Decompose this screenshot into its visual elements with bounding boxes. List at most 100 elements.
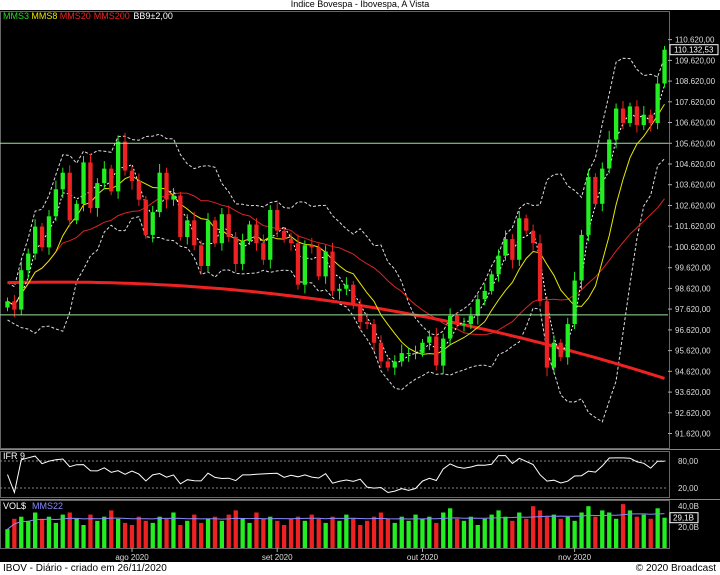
- candle: [475, 294, 480, 325]
- candle: [323, 245, 328, 284]
- volume-current-label: 29,1B: [673, 514, 694, 523]
- volume-label: VOL$: [3, 501, 26, 511]
- grid-layer: [0, 11, 720, 549]
- candle-body: [185, 220, 190, 237]
- candle-body: [489, 274, 494, 291]
- candle-body: [337, 288, 342, 291]
- candle-body: [240, 241, 245, 264]
- candle: [344, 277, 349, 295]
- candle: [129, 165, 135, 190]
- status-footer: IBOV - Diário - criado em 26/11/2020 © 2…: [0, 562, 720, 575]
- date-tick-label: set 2020: [262, 553, 293, 562]
- volume-bar: [461, 520, 467, 548]
- volume-bar: [371, 516, 377, 548]
- date-tick-label: out 2020: [407, 553, 439, 562]
- candle-body: [88, 162, 93, 208]
- last-price-box: [669, 44, 719, 56]
- volume-bar: [330, 516, 335, 548]
- candle-body: [150, 212, 155, 235]
- candle: [254, 218, 259, 251]
- volume-bar: [74, 518, 79, 548]
- candle-body: [406, 353, 411, 355]
- candle: [358, 299, 363, 330]
- candle: [95, 178, 100, 217]
- candle: [655, 76, 660, 130]
- volume-bar: [212, 516, 218, 548]
- volume-bar: [240, 518, 245, 548]
- candle-body: [365, 322, 370, 325]
- candle-body: [496, 255, 501, 275]
- candle-body: [586, 176, 591, 235]
- volume-bar: [67, 512, 72, 548]
- volume-bar: [261, 518, 266, 548]
- candle: [74, 200, 79, 225]
- volume-bar: [268, 516, 273, 548]
- candle: [109, 164, 114, 196]
- candle-body: [392, 361, 397, 368]
- date-tick-label: ago 2020: [115, 553, 149, 562]
- candle-body: [316, 247, 321, 277]
- price-tick-label: 97.620,00: [675, 305, 711, 314]
- volume-bar: [614, 518, 619, 548]
- horizontal-lines[interactable]: [0, 142, 668, 316]
- last-price-label: 110.132,53: [674, 46, 714, 55]
- volume-bar: [524, 518, 529, 548]
- candle-body: [33, 226, 38, 254]
- volume-bar: [53, 522, 58, 548]
- candle-body: [192, 220, 197, 246]
- candle: [441, 333, 446, 375]
- chart-canvas[interactable]: 110.620,00 109.620,00 108.620,00 107.620,00…: [0, 0, 720, 562]
- candle: [261, 234, 266, 265]
- volume-bar: [337, 520, 342, 548]
- candle-body: [12, 301, 17, 310]
- price-tick-label: 107.620,00: [675, 98, 716, 107]
- volume-bar: [600, 510, 605, 548]
- candle: [212, 216, 218, 247]
- volume-bar: [558, 518, 563, 548]
- volume-bar: [641, 514, 646, 548]
- price-tick-label: 91.620,00: [675, 430, 711, 439]
- price-tick-label: 96.620,00: [675, 326, 711, 335]
- volume-bar: [510, 520, 515, 548]
- volume-bar: [627, 510, 633, 548]
- candle: [351, 280, 356, 310]
- candle: [607, 130, 612, 174]
- candle: [192, 211, 197, 251]
- candle: [122, 132, 128, 176]
- candle: [116, 135, 121, 199]
- candle-body: [53, 189, 58, 217]
- volume-bar: [81, 525, 86, 548]
- candle: [53, 180, 58, 222]
- candle: [337, 283, 342, 300]
- volume-bar: [60, 514, 65, 548]
- volume-bar: [316, 518, 321, 548]
- volume-bar: [344, 514, 349, 548]
- candle: [268, 205, 273, 269]
- candle-body: [371, 324, 377, 343]
- candle-body: [344, 284, 349, 289]
- legend-entry: MMS200: [94, 11, 130, 21]
- legend-entry: BB9±2,00: [133, 11, 172, 21]
- candle: [620, 101, 626, 130]
- candle: [164, 167, 169, 209]
- candle-body: [572, 280, 577, 324]
- candle: [378, 335, 384, 368]
- volume-bar: [572, 520, 577, 548]
- candle: [634, 100, 639, 133]
- volume-bar: [5, 529, 10, 548]
- candle-body: [607, 139, 612, 169]
- candle-body: [74, 203, 79, 221]
- candle: [60, 167, 65, 198]
- candle: [39, 222, 45, 252]
- ifr-panel-frame: [0, 451, 670, 498]
- candle: [5, 297, 10, 312]
- volume-bar: [655, 508, 660, 548]
- volume-bar: [434, 522, 439, 548]
- volume-bar: [358, 525, 363, 548]
- footer-info: IBOV - Diário - criado em 26/11/2020: [3, 563, 167, 574]
- volume-bar: [205, 518, 211, 548]
- candle-body: [620, 108, 626, 123]
- candle-body: [413, 353, 418, 355]
- candle: [614, 103, 619, 149]
- volume-bar: [26, 520, 31, 548]
